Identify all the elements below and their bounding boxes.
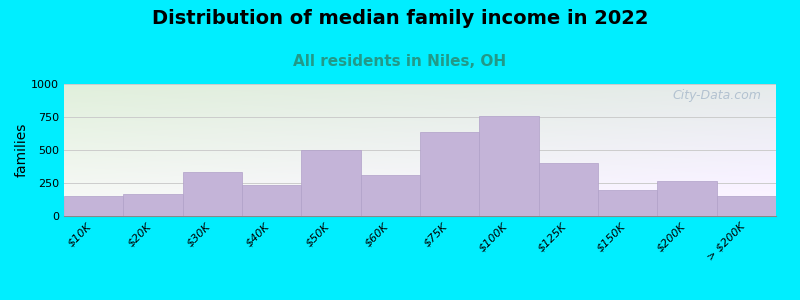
- Bar: [361, 175, 420, 216]
- Bar: [658, 181, 717, 216]
- Bar: [182, 172, 242, 216]
- Bar: [479, 116, 538, 216]
- Text: City-Data.com: City-Data.com: [673, 89, 762, 102]
- Bar: [420, 132, 479, 216]
- Bar: [717, 196, 776, 216]
- Bar: [123, 194, 182, 216]
- Text: All residents in Niles, OH: All residents in Niles, OH: [294, 54, 506, 69]
- Bar: [302, 150, 361, 216]
- Bar: [538, 163, 598, 216]
- Text: Distribution of median family income in 2022: Distribution of median family income in …: [152, 9, 648, 28]
- Bar: [64, 196, 123, 216]
- Y-axis label: families: families: [14, 123, 28, 177]
- Bar: [242, 185, 302, 216]
- Bar: [598, 190, 658, 216]
